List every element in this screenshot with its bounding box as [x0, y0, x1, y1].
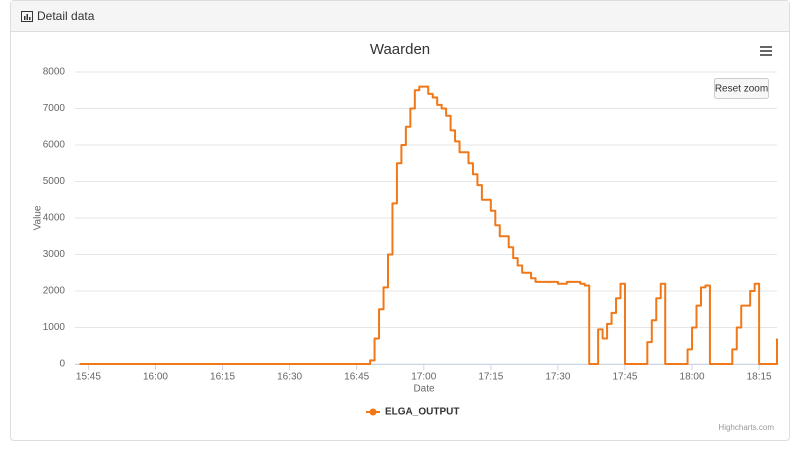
- chart-icon: [21, 11, 33, 22]
- y-tick-label: 5000: [43, 176, 66, 187]
- panel-header: Detail data: [11, 1, 789, 32]
- x-tick-label: 16:15: [210, 372, 235, 383]
- x-tick-label: 17:00: [411, 372, 436, 383]
- x-tick-label: 17:15: [478, 372, 503, 383]
- legend-item[interactable]: ELGA_OUTPUT: [366, 407, 459, 418]
- y-tick-label: 2000: [43, 286, 66, 297]
- y-tick-label: 7000: [43, 103, 66, 114]
- panel-title: Detail data: [37, 9, 95, 23]
- x-axis-title: Date: [413, 384, 435, 395]
- y-tick-label: 4000: [43, 213, 66, 224]
- credits: Highcharts.com: [718, 423, 774, 432]
- x-tick-label: 16:45: [344, 372, 369, 383]
- y-tick-label: 3000: [43, 249, 66, 260]
- x-tick-label: 17:30: [545, 372, 570, 383]
- x-tick-label: 18:00: [680, 372, 705, 383]
- x-tick-label: 15:45: [76, 372, 101, 383]
- reset-zoom-label[interactable]: Reset zoom: [715, 84, 768, 95]
- panel: Detail data: [10, 0, 790, 441]
- reset-zoom-button[interactable]: Reset zoom: [714, 78, 769, 99]
- legend-marker: [369, 408, 377, 416]
- y-tick-label: 1000: [43, 322, 66, 333]
- legend-label[interactable]: ELGA_OUTPUT: [385, 407, 459, 418]
- y-tick-label: 6000: [43, 140, 66, 151]
- menu-button[interactable]: [756, 42, 776, 60]
- x-tick-label: 16:30: [277, 372, 302, 383]
- chart-title: Waarden: [370, 41, 430, 58]
- y-tick-label: 8000: [43, 67, 66, 78]
- y-axis-title: Value: [33, 205, 44, 230]
- x-tick-label: 18:15: [747, 372, 772, 383]
- x-tick-label: 16:00: [143, 372, 168, 383]
- x-tick-label: 17:45: [612, 372, 637, 383]
- data-line: [79, 85, 778, 365]
- y-tick-label: 0: [59, 359, 65, 370]
